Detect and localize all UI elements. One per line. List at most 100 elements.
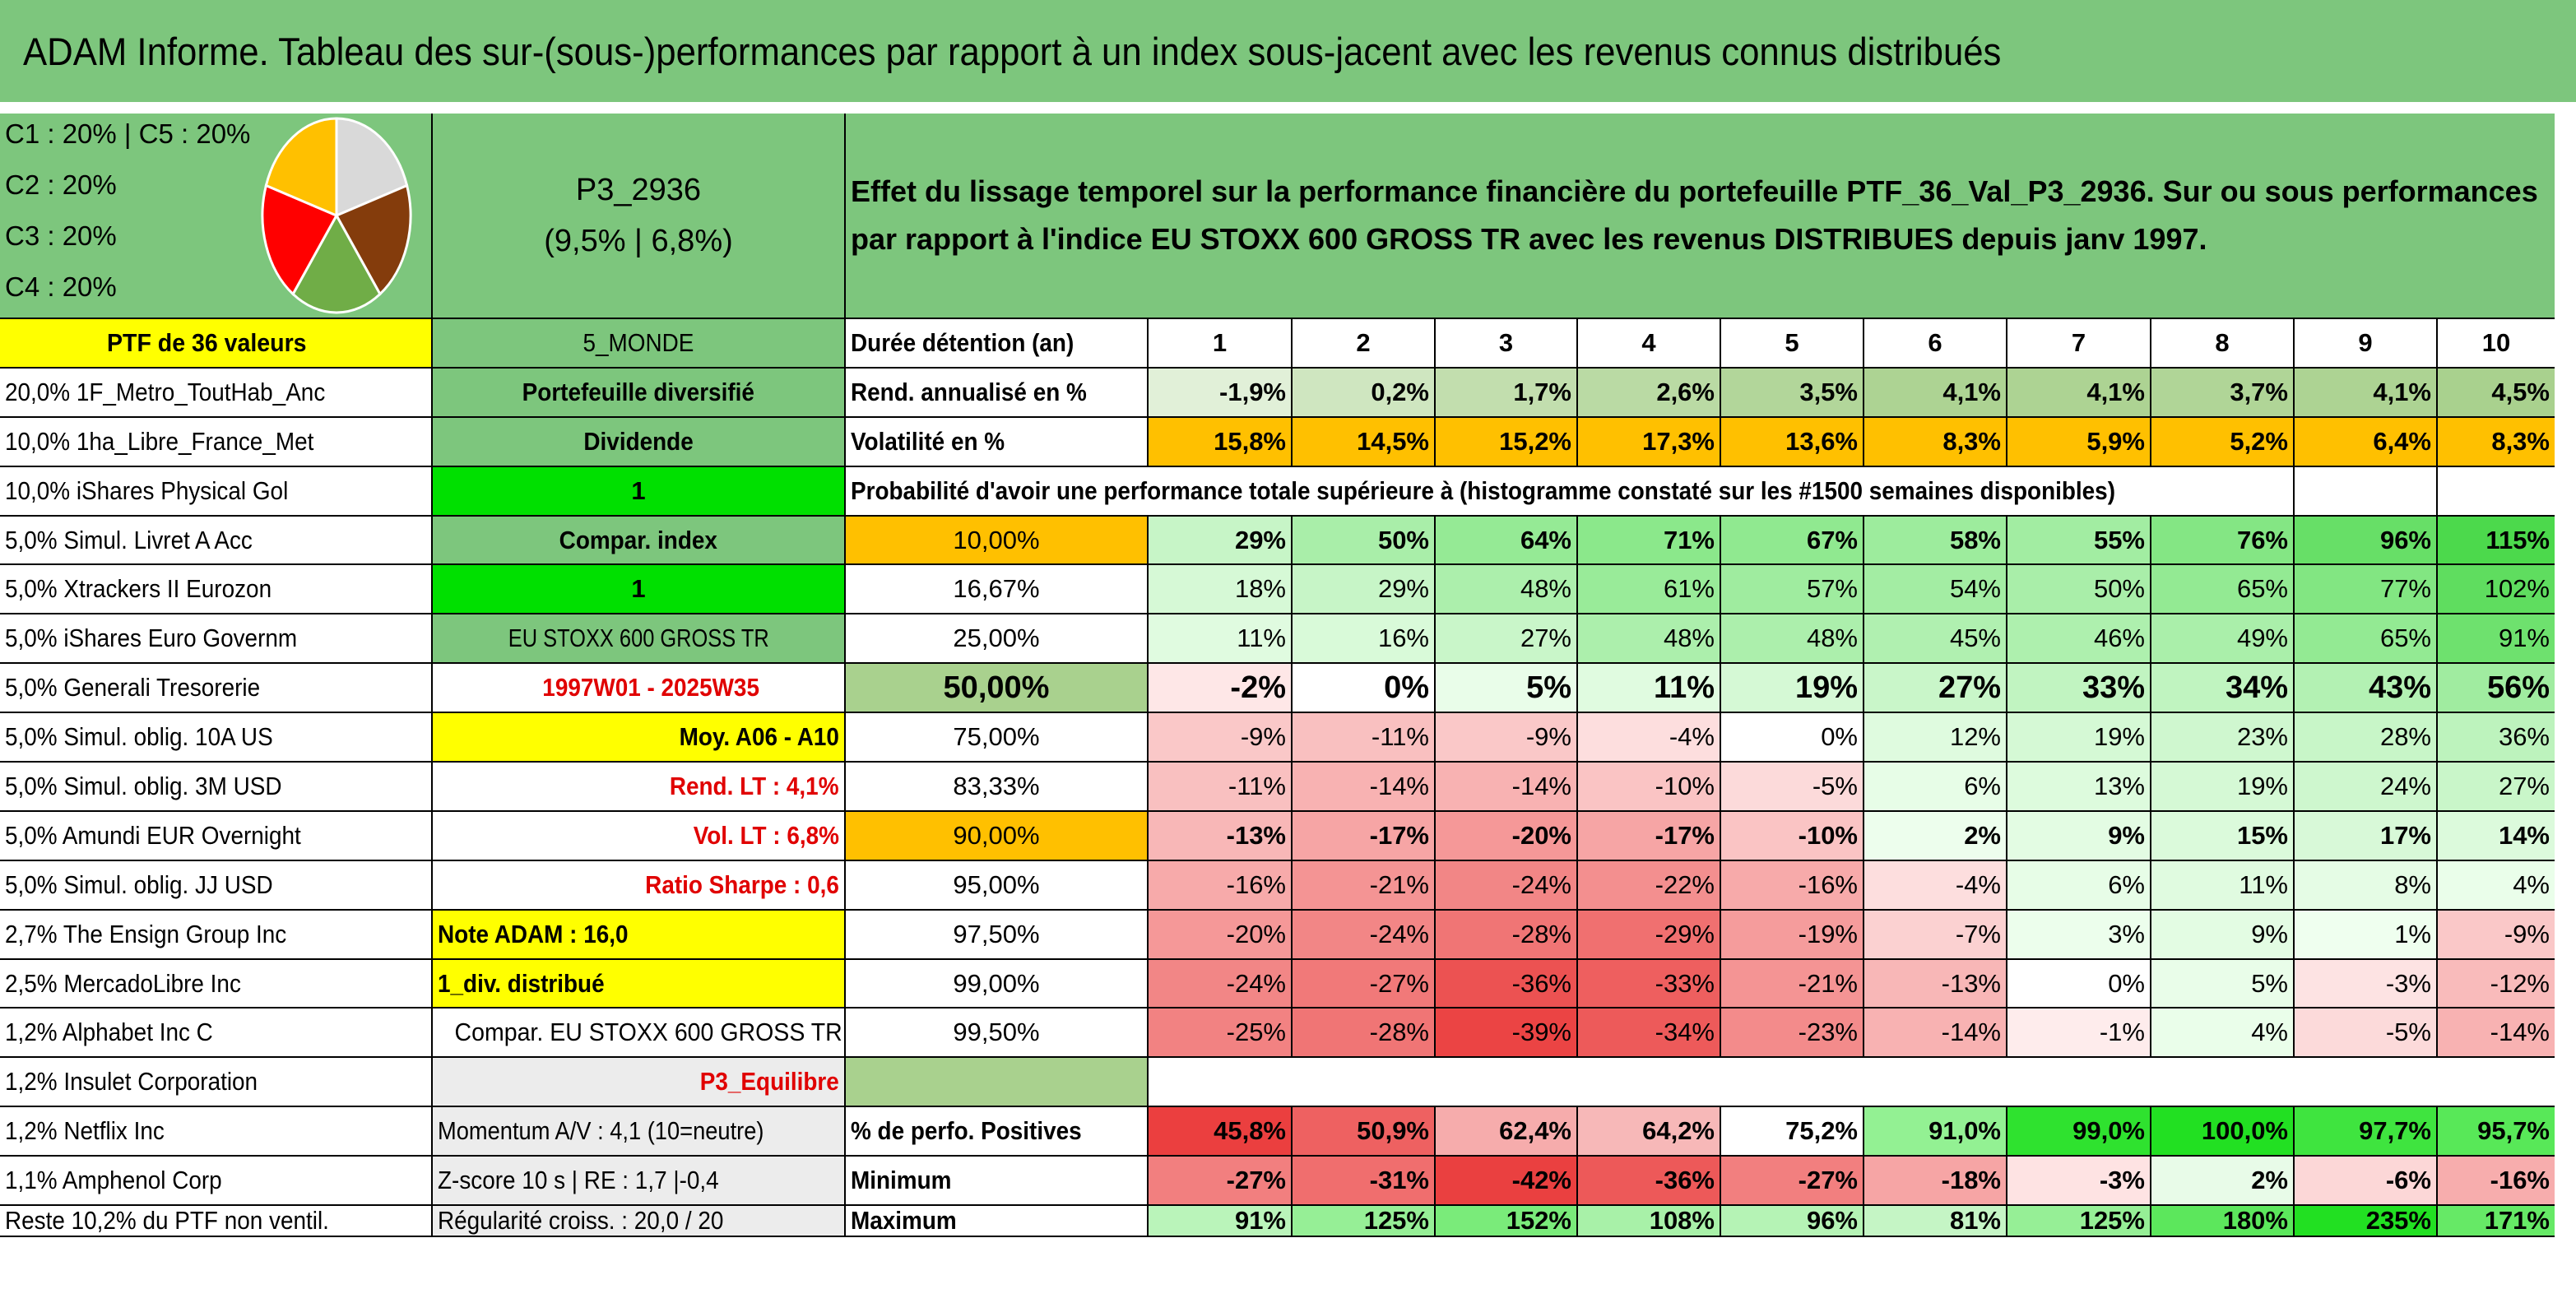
probability-cell: -5%: [1721, 763, 1864, 812]
probability-cell-text: -17%: [1655, 820, 1715, 850]
probability-cell-text: 2%: [1964, 820, 2001, 850]
title-spacer: [0, 102, 2576, 114]
probability-cell-text: 46%: [2093, 624, 2145, 653]
probability-cell-text: -28%: [1511, 919, 1571, 948]
volatility-cell-text: 15,8%: [1214, 426, 1286, 456]
return-cell: 4,5%: [2438, 368, 2555, 418]
volatility-cell: 15,8%: [1149, 417, 1293, 467]
probability-cell-text: 76%: [2236, 525, 2288, 554]
probability-cell: 50%: [1293, 516, 1436, 566]
maximum-cell-text: 108%: [1649, 1206, 1715, 1236]
probability-cell-text: 77%: [2379, 574, 2431, 604]
probability-cell: -4%: [1578, 713, 1721, 763]
probability-cell: -28%: [1293, 1008, 1436, 1059]
probability-cell: 91%: [2438, 614, 2555, 665]
probability-cell: 5%: [1436, 664, 1578, 714]
info-cell-text: 1: [631, 574, 646, 604]
probability-cell-text: 18%: [1234, 574, 1286, 604]
info-cell: 1_div. distribué: [433, 959, 846, 1009]
holding-cell-text: Reste 10,2% du PTF non ventil.: [5, 1206, 329, 1236]
probability-cell-text: 50%: [1377, 525, 1429, 554]
year-header-text: 3: [1498, 327, 1514, 357]
return-label-text: Rend. annualisé en %: [851, 377, 1087, 406]
minimum-cell: -27%: [1721, 1157, 1864, 1207]
probability-cell-text: -36%: [1511, 968, 1571, 998]
year-header-text: 9: [2358, 327, 2373, 357]
probability-cell: -27%: [1293, 959, 1436, 1009]
holding-cell-text: 2,5% MercadoLibre Inc: [5, 968, 241, 998]
positive-perf-cell-text: 75,2%: [1785, 1116, 1858, 1146]
probability-cell: 54%: [1864, 565, 2007, 615]
probability-cell: -34%: [1578, 1008, 1721, 1059]
info-cell: P3_Equilibre: [433, 1058, 846, 1108]
volatility-cell: 5,9%: [2007, 417, 2151, 467]
year-header-text: 1: [1212, 327, 1228, 357]
probability-cell-text: -4%: [1955, 869, 2001, 899]
volatility-cell-text: 15,2%: [1499, 426, 1571, 456]
year-header: 3: [1436, 319, 1578, 369]
probability-cell-text: 0%: [1821, 722, 1858, 752]
info-cell: Vol. LT : 6,8%: [433, 811, 846, 861]
holding-cell-text: 5,0% Xtrackers II Eurozon: [5, 574, 272, 604]
probability-threshold-text: 97,50%: [953, 919, 1040, 948]
probability-cell: -20%: [1149, 910, 1293, 960]
minimum-cell-text: -3%: [2099, 1166, 2145, 1195]
return-cell-text: 4,5%: [2491, 377, 2550, 406]
probability-cell: 43%: [2295, 664, 2438, 714]
probability-cell: 15%: [2151, 811, 2295, 861]
positive-perf-cell-text: 100,0%: [2201, 1116, 2288, 1146]
legend-line: C2 : 20%: [5, 169, 117, 200]
probability-cell: 24%: [2295, 763, 2438, 812]
year-header-text: 5: [1785, 327, 1799, 357]
info-cell-text: 5_MONDE: [583, 327, 694, 357]
probability-cell: 2%: [1864, 811, 2007, 861]
info-cell-text: Moy. A06 - A10: [679, 722, 839, 752]
volatility-cell-text: 14,5%: [1357, 426, 1429, 456]
probability-cell-text: 34%: [2225, 670, 2288, 705]
probability-cell-text: 65%: [2236, 574, 2288, 604]
description-text: Effet du lissage temporel sur la perform…: [851, 174, 2538, 256]
probability-caption-text: Probabilité d'avoir une performance tota…: [851, 475, 2116, 505]
probability-threshold: 10,00%: [846, 516, 1149, 566]
info-cell-text: Compar. index: [559, 525, 718, 554]
years-label-text: Durée détention (an): [851, 327, 1074, 357]
probability-cell: -13%: [1149, 811, 1293, 861]
probability-cell: -24%: [1149, 959, 1293, 1009]
return-cell-text: 4,1%: [2373, 377, 2431, 406]
probability-cell: 5%: [2151, 959, 2295, 1009]
probability-cell: 45%: [1864, 614, 2007, 665]
positive-perf-cell-text: 99,0%: [2072, 1116, 2145, 1146]
return-cell-text: 1,7%: [1513, 377, 1571, 406]
probability-cell: 29%: [1293, 565, 1436, 615]
holding-cell: PTF de 36 valeurs: [0, 319, 433, 369]
probability-cell-text: -16%: [1798, 869, 1858, 899]
probability-cell: 17%: [2295, 811, 2438, 861]
probability-threshold: 90,00%: [846, 811, 1149, 861]
info-cell: Note ADAM : 16,0: [433, 910, 846, 960]
probability-cell-text: -5%: [2385, 1018, 2431, 1047]
probability-cell-text: -39%: [1511, 1018, 1571, 1047]
probability-cell-text: -10%: [1798, 820, 1858, 850]
probability-cell: 8%: [2295, 860, 2438, 911]
probability-cell: 48%: [1578, 614, 1721, 665]
probability-cell-text: -9%: [2504, 919, 2550, 948]
probability-cell-text: -2%: [1230, 670, 1286, 705]
probability-cell: 56%: [2438, 664, 2555, 714]
holding-cell-text: PTF de 36 valeurs: [107, 327, 307, 357]
probability-cell-text: -13%: [1226, 820, 1286, 850]
holding-cell: 5,0% Generali Tresorerie: [0, 664, 433, 714]
info-cell: Momentum A/V : 4,1 (10=neutre): [433, 1107, 846, 1157]
positive-perf-cell: 100,0%: [2151, 1107, 2295, 1157]
probability-cell-text: 19%: [2236, 771, 2288, 800]
probability-cell-text: -13%: [1941, 968, 2001, 998]
holding-cell-text: 20,0% 1F_Metro_ToutHab_Anc: [5, 377, 326, 406]
probability-threshold-text: 99,00%: [953, 968, 1040, 998]
year-header-text: 2: [1356, 327, 1371, 357]
return-cell-text: 4,1%: [1942, 377, 2001, 406]
holding-cell-text: 5,0% Simul. oblig. 10A US: [5, 722, 273, 752]
maximum-cell-text: 96%: [1806, 1206, 1858, 1236]
info-cell: Compar. EU STOXX 600 GROSS TR: [433, 1008, 846, 1059]
probability-cell-text: 5%: [1526, 670, 1571, 705]
probability-cell: 11%: [1578, 664, 1721, 714]
probability-cell: 4%: [2151, 1008, 2295, 1059]
